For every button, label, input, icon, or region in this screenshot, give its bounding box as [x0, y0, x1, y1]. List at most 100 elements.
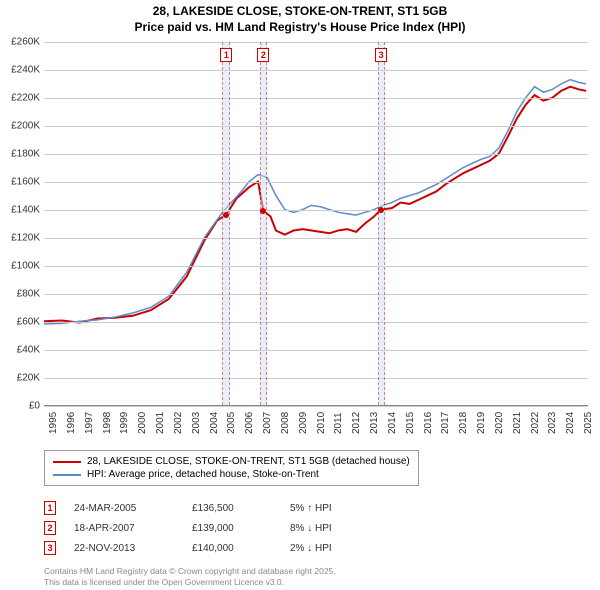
ytick-label: £60K: [0, 317, 40, 328]
footer-line-2: This data is licensed under the Open Gov…: [44, 577, 336, 588]
xtick-label: 2019: [476, 412, 487, 434]
title-line-2: Price paid vs. HM Land Registry's House …: [0, 20, 600, 36]
xtick-label: 2004: [209, 412, 220, 434]
xtick-label: 2005: [226, 412, 237, 434]
xtick-label: 2006: [244, 412, 255, 434]
ytick-label: £40K: [0, 345, 40, 356]
ytick-label: £120K: [0, 233, 40, 244]
event-band: [222, 42, 230, 405]
ytick-label: £240K: [0, 65, 40, 76]
event-row: 3 22-NOV-2013 £140,000 2% ↓ HPI: [44, 538, 370, 558]
ytick-label: £180K: [0, 149, 40, 160]
event-band: [260, 42, 267, 405]
xtick-label: 2014: [387, 412, 398, 434]
events-table: 1 24-MAR-2005 £136,500 5% ↑ HPI 2 18-APR-2007…: [44, 498, 370, 558]
gridline: [44, 154, 588, 155]
xtick-label: 2008: [280, 412, 291, 434]
xtick-label: 2023: [547, 412, 558, 434]
chart-container: 28, LAKESIDE CLOSE, STOKE-ON-TRENT, ST1 …: [0, 0, 600, 590]
gridline: [44, 42, 588, 43]
ytick-label: £0: [0, 401, 40, 412]
footer-line-1: Contains HM Land Registry data © Crown c…: [44, 566, 336, 577]
xtick-label: 2021: [512, 412, 523, 434]
gridline: [44, 266, 588, 267]
event-delta: 8% ↓ HPI: [290, 523, 370, 534]
xtick-label: 2012: [351, 412, 362, 434]
gridline: [44, 182, 588, 183]
sale-dot: [260, 208, 266, 214]
xtick-label: 2017: [440, 412, 451, 434]
event-delta: 5% ↑ HPI: [290, 503, 370, 514]
event-marker: 2: [257, 48, 269, 62]
legend-swatch: [53, 461, 81, 463]
legend-row: HPI: Average price, detached house, Stok…: [53, 468, 410, 481]
ytick-label: £140K: [0, 205, 40, 216]
gridline: [44, 238, 588, 239]
chart-area: £0£20K£40K£60K£80K£100K£120K£140K£160K£1…: [44, 42, 588, 406]
gridline: [44, 350, 588, 351]
event-price: £136,500: [192, 503, 272, 514]
ytick-label: £20K: [0, 373, 40, 384]
xtick-label: 1997: [84, 412, 95, 434]
legend-row: 28, LAKESIDE CLOSE, STOKE-ON-TRENT, ST1 …: [53, 455, 410, 468]
gridline: [44, 70, 588, 71]
event-price: £139,000: [192, 523, 272, 534]
ytick-label: £160K: [0, 177, 40, 188]
xtick-label: 2016: [423, 412, 434, 434]
xtick-label: 2002: [173, 412, 184, 434]
xtick-label: 2018: [458, 412, 469, 434]
sale-dot: [223, 212, 229, 218]
xtick-label: 2000: [137, 412, 148, 434]
xtick-label: 2011: [333, 412, 344, 434]
gridline: [44, 294, 588, 295]
gridline: [44, 126, 588, 127]
event-delta: 2% ↓ HPI: [290, 543, 370, 554]
ytick-label: £80K: [0, 289, 40, 300]
gridline: [44, 406, 588, 407]
title-block: 28, LAKESIDE CLOSE, STOKE-ON-TRENT, ST1 …: [0, 0, 600, 35]
event-row: 2 18-APR-2007 £139,000 8% ↓ HPI: [44, 518, 370, 538]
event-id-box: 1: [44, 501, 56, 515]
gridline: [44, 210, 588, 211]
legend-label: HPI: Average price, detached house, Stok…: [87, 469, 319, 480]
legend: 28, LAKESIDE CLOSE, STOKE-ON-TRENT, ST1 …: [44, 450, 419, 486]
xtick-label: 2015: [405, 412, 416, 434]
event-id-box: 2: [44, 521, 56, 535]
event-band: [378, 42, 385, 405]
event-row: 1 24-MAR-2005 £136,500 5% ↑ HPI: [44, 498, 370, 518]
xtick-label: 2022: [530, 412, 541, 434]
ytick-label: £100K: [0, 261, 40, 272]
event-id-box: 3: [44, 541, 56, 555]
ytick-label: £260K: [0, 37, 40, 48]
xtick-label: 2013: [369, 412, 380, 434]
xtick-label: 2007: [262, 412, 273, 434]
footer: Contains HM Land Registry data © Crown c…: [44, 566, 336, 588]
event-date: 24-MAR-2005: [74, 503, 174, 514]
event-marker: 1: [220, 48, 232, 62]
xtick-label: 2010: [316, 412, 327, 434]
xtick-label: 1995: [48, 412, 59, 434]
gridline: [44, 98, 588, 99]
series-line: [44, 87, 586, 323]
gridline: [44, 378, 588, 379]
xtick-label: 1999: [119, 412, 130, 434]
xtick-label: 2020: [494, 412, 505, 434]
ytick-label: £200K: [0, 121, 40, 132]
gridline: [44, 322, 588, 323]
event-date: 18-APR-2007: [74, 523, 174, 534]
xtick-label: 2009: [298, 412, 309, 434]
xtick-label: 2001: [155, 412, 166, 434]
legend-swatch: [53, 474, 81, 476]
xtick-label: 1998: [102, 412, 113, 434]
event-marker: 3: [375, 48, 387, 62]
xtick-label: 2025: [583, 412, 594, 434]
sale-dot: [378, 207, 384, 213]
ytick-label: £220K: [0, 93, 40, 104]
event-price: £140,000: [192, 543, 272, 554]
legend-label: 28, LAKESIDE CLOSE, STOKE-ON-TRENT, ST1 …: [87, 456, 410, 467]
event-date: 22-NOV-2013: [74, 543, 174, 554]
xtick-label: 2024: [565, 412, 576, 434]
series-line: [44, 80, 586, 324]
xtick-label: 2003: [191, 412, 202, 434]
xtick-label: 1996: [66, 412, 77, 434]
